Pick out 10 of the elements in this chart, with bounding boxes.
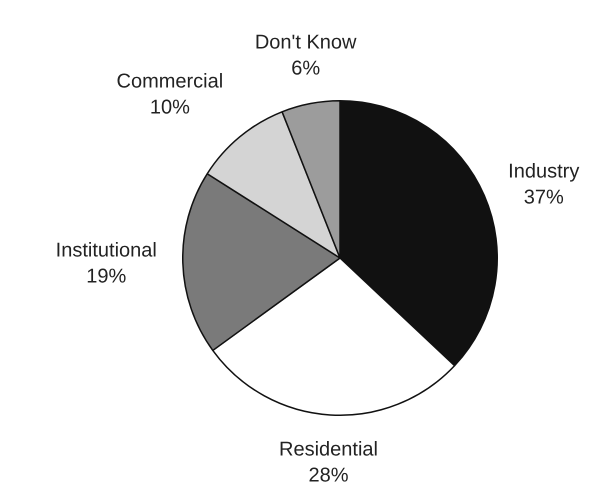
data-label: 10% (150, 96, 190, 118)
slice-label: Residential (279, 438, 378, 460)
slice-label: Institutional (56, 239, 157, 262)
data-label: 19% (86, 265, 126, 288)
data-label: 37% (524, 186, 564, 209)
slice-label: Commercial (116, 70, 224, 92)
slice-label: Don't Know (254, 32, 358, 54)
data-label: 6% (291, 58, 320, 80)
data-label: 28% (308, 464, 349, 486)
slice-label: Industry (508, 160, 580, 183)
